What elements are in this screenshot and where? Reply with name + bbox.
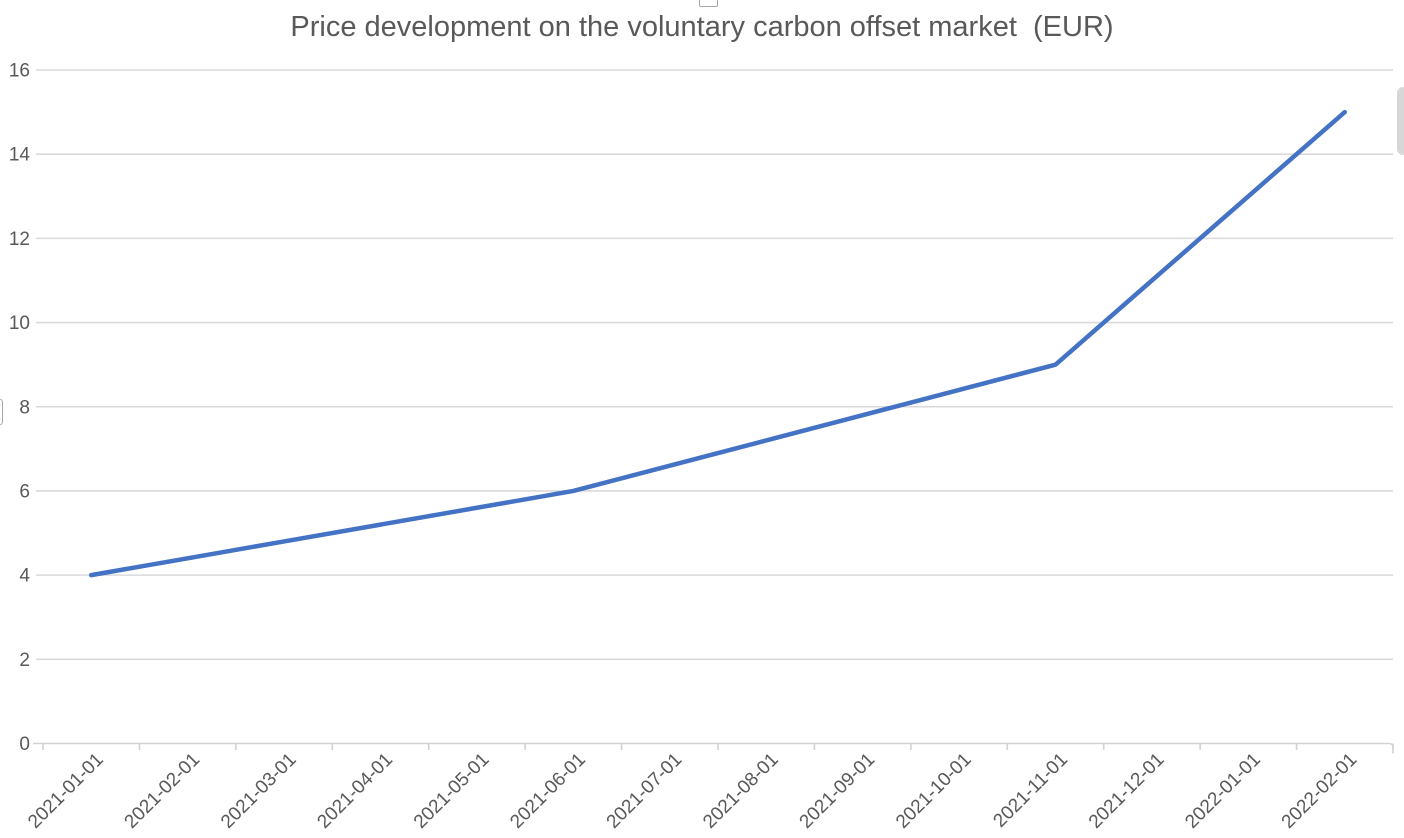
svg-text:2021-10-01: 2021-10-01 <box>892 749 976 833</box>
svg-text:2: 2 <box>19 650 30 671</box>
svg-text:2021-12-01: 2021-12-01 <box>1085 749 1169 833</box>
svg-text:8: 8 <box>19 397 30 418</box>
x-axis <box>33 742 1394 754</box>
selection-handle-left[interactable] <box>0 399 3 425</box>
svg-text:2021-09-01: 2021-09-01 <box>796 749 880 833</box>
gridlines <box>36 69 1393 661</box>
y-axis-labels: 0 2 4 6 8 10 12 14 16 <box>9 61 31 756</box>
svg-text:2021-02-01: 2021-02-01 <box>121 749 205 833</box>
svg-text:6: 6 <box>19 481 30 502</box>
svg-text:2021-07-01: 2021-07-01 <box>603 749 687 833</box>
svg-text:2022-02-01: 2022-02-01 <box>1278 749 1362 833</box>
svg-text:2021-05-01: 2021-05-01 <box>410 749 494 833</box>
svg-text:4: 4 <box>19 566 30 587</box>
svg-text:2021-01-01: 2021-01-01 <box>24 749 108 833</box>
scrollbar-thumb[interactable] <box>1397 87 1404 155</box>
svg-text:10: 10 <box>9 313 30 334</box>
svg-text:0: 0 <box>19 734 30 755</box>
svg-text:2021-03-01: 2021-03-01 <box>217 749 301 833</box>
svg-text:12: 12 <box>9 229 30 250</box>
svg-text:2021-04-01: 2021-04-01 <box>313 749 397 833</box>
svg-text:2022-01-01: 2022-01-01 <box>1181 749 1265 833</box>
svg-text:2021-08-01: 2021-08-01 <box>699 749 783 833</box>
x-axis-labels: 2021-01-01 2021-02-01 2021-03-01 2021-04-01… <box>24 749 1361 833</box>
svg-text:2021-11-01: 2021-11-01 <box>989 749 1072 832</box>
series-line[interactable] <box>88 109 1348 578</box>
svg-text:2021-06-01: 2021-06-01 <box>506 749 590 833</box>
svg-text:16: 16 <box>9 61 30 82</box>
chart-title[interactable]: Price development on the voluntary carbo… <box>290 11 1114 43</box>
svg-text:14: 14 <box>9 145 31 166</box>
selection-handle-top[interactable] <box>699 0 718 7</box>
